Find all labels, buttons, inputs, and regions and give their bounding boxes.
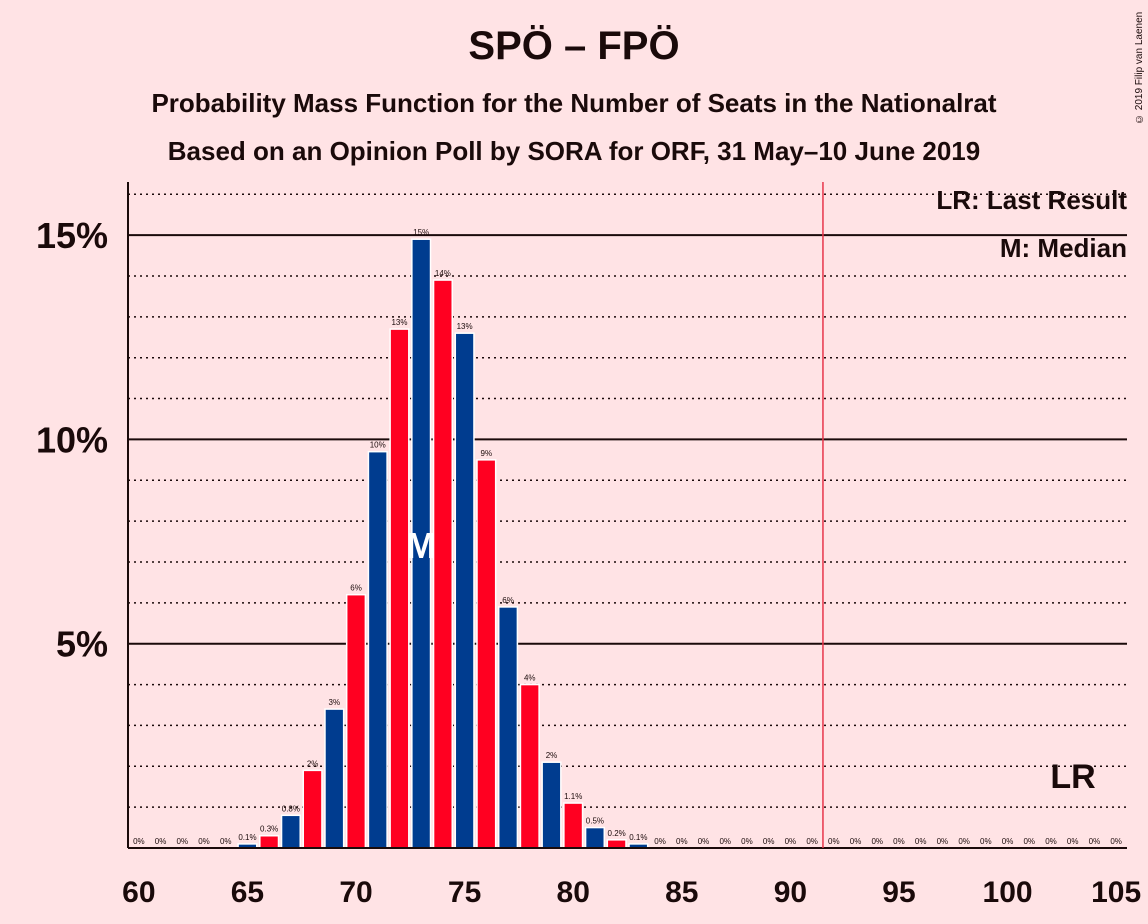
- x-tick-label: 85: [665, 876, 698, 909]
- bars: [237, 238, 649, 849]
- bar-label-seat-64: 0%: [220, 837, 232, 846]
- x-tick-label: 90: [774, 876, 807, 909]
- chart-subtitle: Probability Mass Function for the Number…: [151, 88, 997, 118]
- x-tick-label: 75: [448, 876, 481, 909]
- bar-label-seat-68: 2%: [307, 759, 319, 768]
- bar-label-seat-69: 3%: [329, 698, 341, 707]
- bar-seat-75: [454, 332, 475, 849]
- x-tick-label: 70: [339, 876, 372, 909]
- bar-seat-79: [541, 761, 562, 849]
- axes: [127, 182, 1127, 849]
- last-result-marker: LR: [1050, 758, 1095, 796]
- bar-label-seat-85: 0%: [676, 837, 688, 846]
- bar-seat-82: [606, 839, 627, 849]
- x-tick-label: 105: [1091, 876, 1141, 909]
- bar-label-seat-73: 15%: [413, 228, 429, 237]
- bar-label-seat-86: 0%: [698, 837, 710, 846]
- bar-label-seat-89: 0%: [763, 837, 775, 846]
- bar-seat-67: [280, 814, 301, 849]
- bar-seat-66: [259, 834, 280, 849]
- legend-last-result: LR: Last Result: [936, 185, 1127, 215]
- x-tick-label: 80: [557, 876, 590, 909]
- bar-label-seat-97: 0%: [937, 837, 949, 846]
- bar-label-seat-82: 0.2%: [608, 829, 626, 838]
- bar-seat-76: [476, 459, 497, 849]
- x-tick-labels: 60 65 70 75 80 85 90 95 100 105: [122, 876, 1141, 909]
- bar-label-seat-83: 0.1%: [629, 833, 647, 842]
- bar-label-seat-103: 0%: [1067, 837, 1079, 846]
- bar-seat-71: [367, 450, 388, 849]
- bar-label-seat-94: 0%: [871, 837, 883, 846]
- bar-label-seat-71: 10%: [370, 441, 386, 450]
- bar-label-seat-95: 0%: [893, 837, 905, 846]
- bar-label-seat-61: 0%: [155, 837, 167, 846]
- bar-label-seat-67: 0.8%: [282, 804, 300, 813]
- y-tick-label: 15%: [36, 215, 108, 256]
- bar-label-seat-99: 0%: [980, 837, 992, 846]
- bar-label-seat-96: 0%: [915, 837, 927, 846]
- y-tick-label: 10%: [36, 419, 108, 460]
- x-tick-label: 100: [983, 876, 1033, 909]
- bar-seat-72: [389, 328, 410, 849]
- bar-label-seat-102: 0%: [1045, 837, 1057, 846]
- bar-label-seat-70: 6%: [350, 584, 362, 593]
- x-tick-label: 95: [882, 876, 915, 909]
- bar-label-seat-77: 6%: [502, 596, 514, 605]
- bar-label-seat-79: 2%: [546, 751, 558, 760]
- x-tick-label: 60: [122, 876, 155, 909]
- bar-labels: 0% 0% 0% 0% 0% 0.1% 0.3% 0.8% 2% 3% 6% 10% 13% 15% 14%…: [133, 228, 1122, 846]
- bar-label-seat-78: 4%: [524, 674, 536, 683]
- bar-label-seat-93: 0%: [850, 837, 862, 846]
- bar-label-seat-104: 0%: [1089, 837, 1101, 846]
- bar-label-seat-81: 0.5%: [586, 817, 604, 826]
- bar-label-seat-72: 13%: [391, 318, 407, 327]
- bar-label-seat-74: 14%: [435, 269, 451, 278]
- bar-label-seat-65: 0.1%: [238, 833, 256, 842]
- bar-label-seat-76: 9%: [481, 449, 493, 458]
- y-tick-label: 5%: [56, 624, 108, 665]
- bar-label-seat-63: 0%: [198, 837, 210, 846]
- bar-label-seat-66: 0.3%: [260, 825, 278, 834]
- bar-seat-78: [519, 683, 540, 849]
- x-tick-label: 65: [231, 876, 264, 909]
- bar-label-seat-87: 0%: [719, 837, 731, 846]
- bar-seat-74: [432, 279, 453, 849]
- bar-label-seat-105: 0%: [1110, 837, 1122, 846]
- chart-title: SPÖ – FPÖ: [468, 24, 680, 68]
- bar-label-seat-80: 1.1%: [564, 792, 582, 801]
- bar-seat-70: [345, 593, 367, 849]
- bar-label-seat-92: 0%: [828, 837, 840, 846]
- legend-median: M: Median: [1000, 233, 1127, 263]
- bar-label-seat-62: 0%: [177, 837, 189, 846]
- bar-label-seat-60: 0%: [133, 837, 145, 846]
- bar-label-seat-75: 13%: [457, 322, 473, 331]
- median-marker: M: [406, 525, 436, 566]
- bar-label-seat-90: 0%: [785, 837, 797, 846]
- bar-seat-68: [302, 769, 323, 849]
- bar-seat-69: [324, 708, 345, 849]
- bar-label-seat-100: 0%: [1002, 837, 1014, 846]
- bar-label-seat-88: 0%: [741, 837, 753, 846]
- bar-label-seat-98: 0%: [958, 837, 970, 846]
- y-tick-labels: 5% 10% 15%: [36, 215, 108, 665]
- grid-lines: [128, 193, 1127, 808]
- bar-seat-80: [563, 802, 584, 849]
- bar-label-seat-91: 0%: [806, 837, 818, 846]
- bar-seat-77: [497, 606, 519, 849]
- chart-subtitle-source: Based on an Opinion Poll by SORA for ORF…: [167, 136, 981, 166]
- bar-label-seat-101: 0%: [1023, 837, 1035, 846]
- bar-label-seat-84: 0%: [654, 837, 666, 846]
- annotations: M LR LR: Last Result M: Median: [406, 185, 1127, 796]
- bar-seat-81: [584, 826, 606, 849]
